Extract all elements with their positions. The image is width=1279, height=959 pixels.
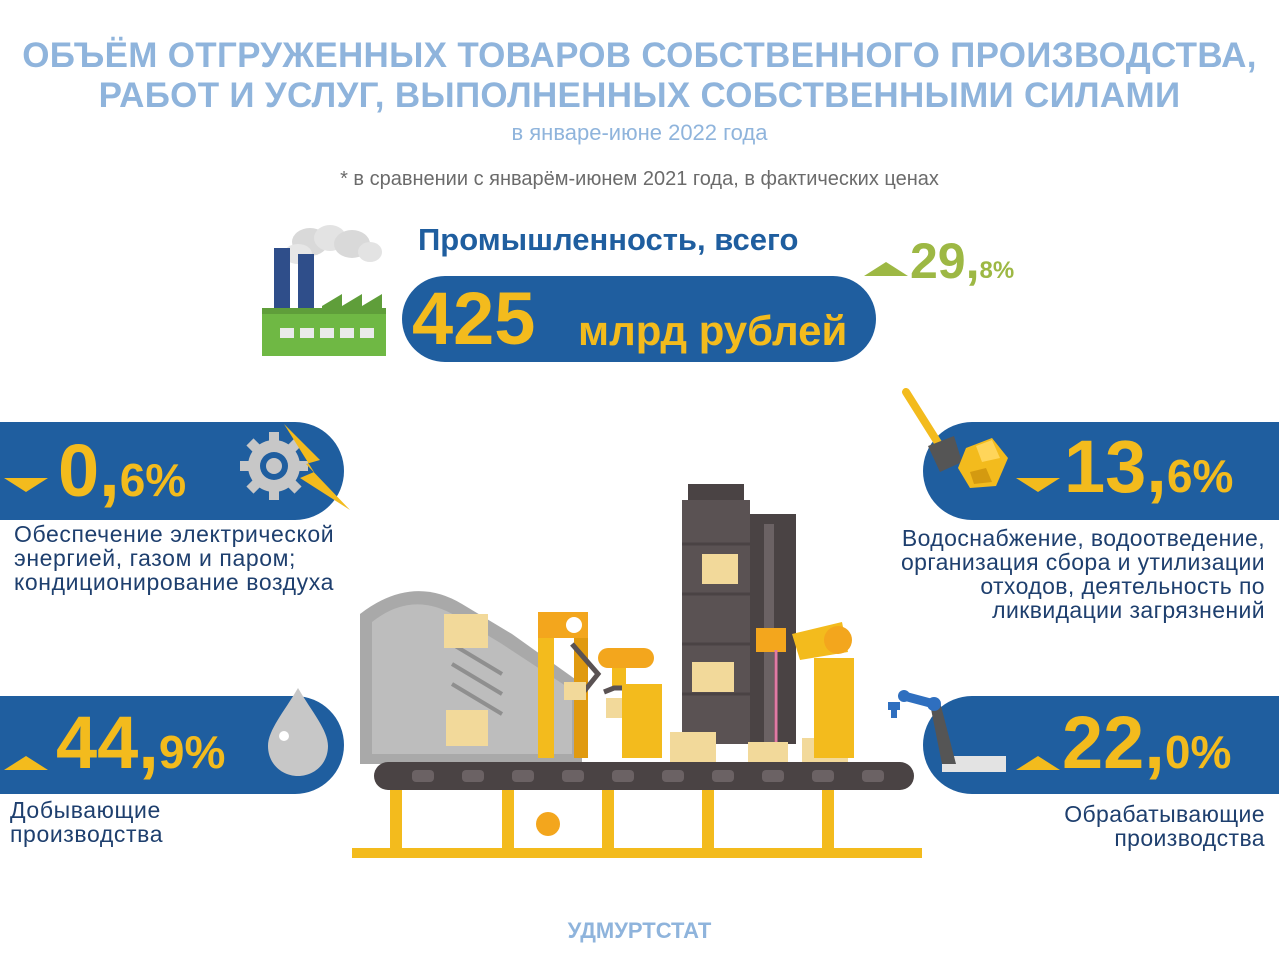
desc-line: Добывающие [10, 797, 161, 823]
factory-icon [262, 225, 386, 356]
sector-pct-dec: 6% [119, 454, 187, 506]
total-unit: млрд рублей [578, 307, 848, 354]
shovel-ore-icon [902, 388, 1008, 488]
desc-line: ликвидации загрязнений [992, 597, 1265, 623]
sector-desc-manufacturing: Обрабатывающие производства [1064, 802, 1265, 850]
total-growth-int: 29, [910, 233, 980, 289]
up-arrow-icon [4, 756, 48, 770]
factory-illustration [352, 484, 922, 858]
sector-pct-dec: 0% [1164, 726, 1232, 778]
footer-brand: УДМУРТСТАТ [567, 918, 712, 943]
sector-pct-water: 13,6% [1064, 430, 1233, 504]
desc-line: отходов, деятельность по [980, 573, 1265, 599]
desc-line: производства [10, 821, 164, 847]
sector-pct-dec: 9% [158, 726, 226, 778]
comparison-note: * в сравнении с январём-июнем 2021 года,… [340, 168, 939, 190]
total-label: Промышленность, всего [418, 222, 799, 257]
sector-pct-int: 13, [1064, 425, 1167, 508]
up-arrow-icon [1016, 756, 1060, 770]
total-up-arrow-icon [864, 262, 908, 276]
oil-drop-icon [268, 688, 328, 776]
sector-desc-electricity: Обеспечение электрической энергией, газо… [14, 522, 334, 594]
sector-pct-int: 22, [1062, 701, 1165, 784]
sector-pct-int: 44, [56, 701, 159, 784]
title-line-2: РАБОТ И УСЛУГ, ВЫПОЛНЕННЫХ СОБСТВЕННЫМИ … [98, 76, 1181, 115]
desc-line: организация сбора и утилизации [900, 549, 1265, 575]
sector-pill-manufacturing [923, 696, 1279, 794]
desc-line: Обрабатывающие [1064, 801, 1265, 827]
total-growth-dec: 8% [979, 257, 1015, 284]
down-arrow-icon [1016, 478, 1060, 492]
sector-desc-water: Водоснабжение, водоотведение, организаци… [901, 526, 1265, 622]
desc-line: кондиционирование воздуха [14, 569, 334, 595]
sector-pct-int: 0, [58, 429, 120, 512]
sector-desc-mining: Добывающие производства [10, 798, 163, 846]
title-line-1: ОБЪЁМ ОТГРУЖЕННЫХ ТОВАРОВ СОБСТВЕННОГО П… [22, 36, 1257, 75]
sector-pct-dec: 6% [1166, 450, 1234, 502]
gear-lightning-icon [240, 424, 350, 510]
total-value: 425 [412, 277, 536, 360]
sector-pct-mining: 44,9% [56, 706, 225, 780]
total-growth: 29,8% [910, 232, 1014, 290]
sector-pct-electricity: 0,6% [58, 434, 186, 508]
down-arrow-icon [4, 478, 48, 492]
period-subtitle: в январе-июне 2022 года [511, 120, 768, 145]
desc-line: Водоснабжение, водоотведение, [901, 525, 1265, 551]
total-value-pill [402, 276, 876, 362]
desc-line: энергией, газом и паром; [14, 545, 297, 571]
desc-line: производства [1114, 825, 1265, 851]
desc-line: Обеспечение электрической [14, 521, 335, 547]
sector-pct-manufacturing: 22,0% [1062, 706, 1231, 780]
robot-arm-icon [888, 690, 1006, 772]
